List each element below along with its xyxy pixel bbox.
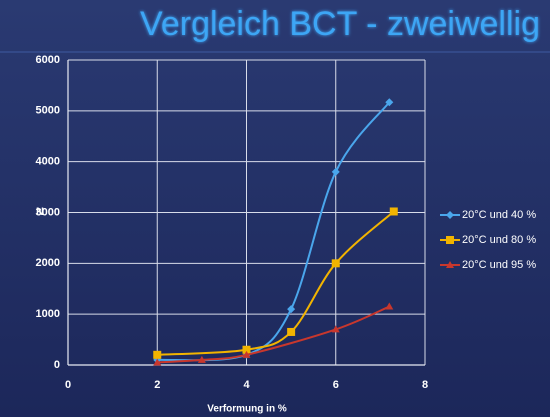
marker bbox=[446, 211, 454, 219]
x-tick-label: 0 bbox=[65, 379, 71, 391]
marker bbox=[385, 302, 394, 310]
marker bbox=[287, 305, 296, 314]
marker bbox=[197, 355, 206, 363]
y-tick-label: 5000 bbox=[36, 105, 60, 117]
marker bbox=[153, 358, 162, 366]
x-tick-label: 8 bbox=[422, 379, 428, 391]
marker bbox=[242, 350, 251, 358]
y-tick-label: 2000 bbox=[36, 257, 60, 269]
legend-label: 20°C und 40 % bbox=[462, 209, 536, 221]
marker bbox=[153, 350, 162, 359]
marker bbox=[446, 261, 454, 268]
marker bbox=[389, 207, 398, 216]
legend-label: 20°C und 95 % bbox=[462, 259, 536, 271]
y-tick-label: 4000 bbox=[36, 156, 60, 168]
marker bbox=[331, 167, 340, 176]
x-axis-label: Verformung in % bbox=[207, 404, 287, 415]
marker bbox=[242, 345, 251, 354]
y-tick-label: 6000 bbox=[36, 54, 60, 66]
y-tick-label: 3000 bbox=[36, 206, 60, 218]
y-tick-label: 0 bbox=[54, 359, 60, 371]
marker bbox=[331, 259, 340, 268]
y-axis-label: N bbox=[36, 206, 44, 218]
y-tick-label: 1000 bbox=[36, 308, 60, 320]
x-tick-label: 4 bbox=[243, 379, 250, 391]
legend-label: 20°C und 80 % bbox=[462, 234, 536, 246]
marker bbox=[331, 325, 340, 333]
marker bbox=[385, 98, 394, 107]
x-tick-label: 6 bbox=[333, 379, 339, 391]
x-tick-label: 2 bbox=[154, 379, 160, 391]
chart-title: Vergleich BCT - zweiwellig bbox=[140, 5, 540, 43]
marker bbox=[446, 236, 454, 244]
marker bbox=[287, 327, 296, 336]
